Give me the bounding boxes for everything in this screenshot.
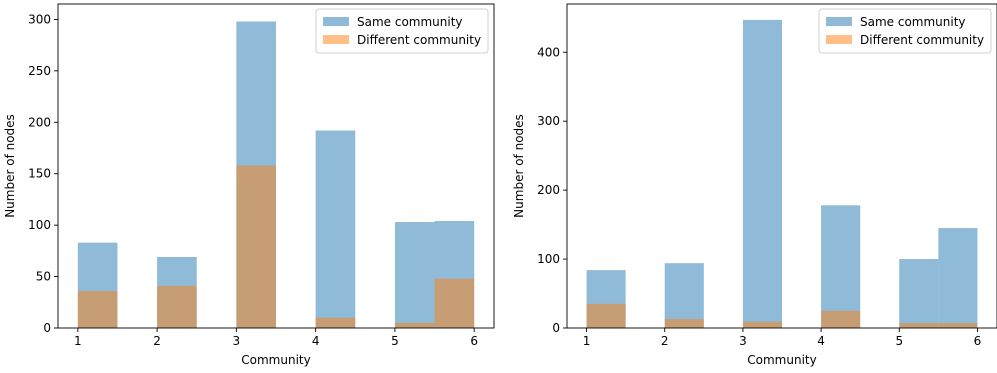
bar-different-4	[742, 321, 782, 328]
y-axis-label: Number of nodes	[3, 114, 17, 218]
legend-box	[315, 8, 489, 54]
y-tick-label: 300	[28, 12, 51, 26]
x-axis-label: Community	[241, 353, 310, 367]
y-tick-label: 0	[43, 321, 51, 335]
bar-same-2	[664, 263, 704, 328]
y-tick-label: 150	[28, 167, 51, 181]
x-tick-label: 5	[391, 334, 399, 348]
x-tick-label: 5	[895, 334, 903, 348]
bar-same-6	[821, 205, 861, 328]
axes-frame	[566, 3, 997, 329]
bar-different-8	[899, 323, 939, 328]
x-tick-label: 3	[233, 334, 241, 348]
x-tick-label: 6	[974, 334, 982, 348]
bar-different-9	[938, 323, 978, 328]
x-tick-label: 4	[312, 334, 320, 348]
legend-label-different: Different community	[357, 33, 481, 47]
y-axis-label: Number of nodes	[512, 114, 526, 218]
bar-same-4	[742, 19, 782, 329]
y-tick-label: 200	[537, 183, 560, 197]
x-tick-label: 2	[153, 334, 161, 348]
y-tick-label: 250	[28, 64, 51, 78]
bar-different-4	[236, 165, 276, 328]
histogram-chart-right: 1 2 3 4 5 6 0 100 200 300 400 Community Number of no…	[512, 3, 997, 367]
x-axis-label: Community	[747, 353, 816, 367]
x-tick-label: 4	[817, 334, 825, 348]
x-tick-label: 3	[739, 334, 747, 348]
y-tick-label: 100	[28, 218, 51, 232]
bar-same-8	[394, 222, 435, 328]
legend: Same community Different community	[818, 8, 992, 54]
x-tick-label: 2	[661, 334, 669, 348]
y-tick-label: 400	[537, 45, 560, 59]
legend-label-same: Same community	[357, 15, 463, 29]
x-tick-label: 1	[74, 334, 82, 348]
bar-same-8	[899, 259, 939, 328]
legend-box	[818, 8, 992, 54]
bar-same-6	[315, 130, 356, 328]
x-tick-label: 6	[470, 334, 478, 348]
axes-frame	[57, 3, 495, 329]
bar-same-9	[938, 228, 978, 328]
y-tick-label: 100	[537, 252, 560, 266]
bar-different-2	[157, 285, 197, 328]
legend-swatch-same	[826, 17, 852, 26]
legend-swatch-different	[323, 35, 349, 44]
legend-swatch-same	[323, 17, 349, 26]
legend: Same community Different community	[315, 8, 489, 54]
bar-different-2	[664, 319, 704, 328]
bar-different-6	[821, 310, 861, 328]
bar-different-0	[586, 303, 626, 328]
y-tick-label: 300	[537, 114, 560, 128]
histogram-chart-left: 1 2 3 4 5 6 0 50 100 150 200 250 300 Community Number …	[3, 3, 495, 367]
legend-label-different: Different community	[860, 33, 984, 47]
bar-different-9	[434, 278, 475, 328]
legend-swatch-different	[826, 35, 852, 44]
bar-different-6	[315, 317, 356, 328]
legend-label-same: Same community	[860, 15, 966, 29]
y-tick-label: 50	[36, 270, 51, 284]
y-tick-label: 0	[552, 321, 560, 335]
bar-different-8	[394, 322, 435, 328]
x-tick-label: 1	[583, 334, 591, 348]
bar-different-0	[77, 290, 118, 328]
y-tick-label: 200	[28, 115, 51, 129]
